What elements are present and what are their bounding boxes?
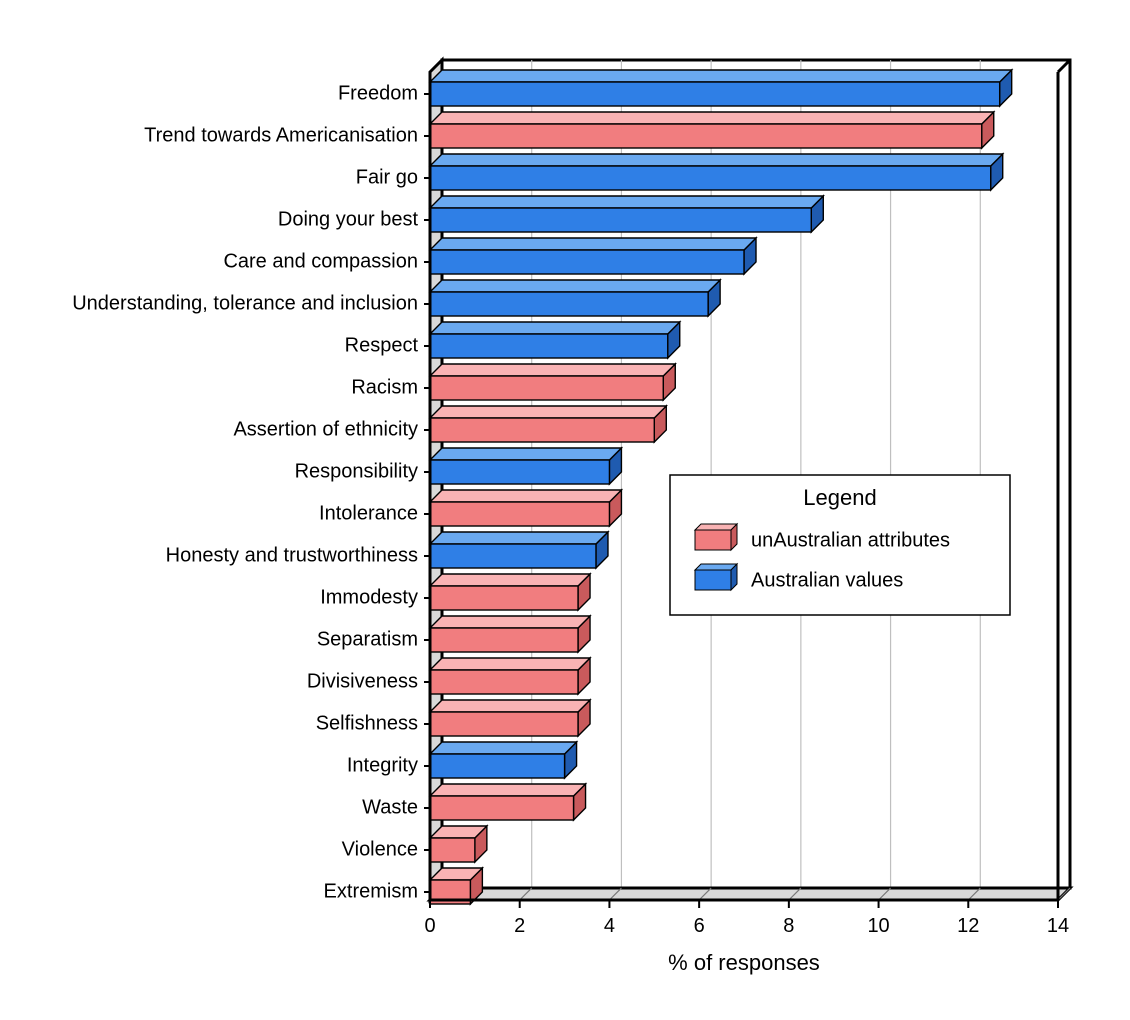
category-label: Extremism [324,880,418,902]
x-tick-label: 8 [783,915,794,937]
bar [430,532,608,568]
bar [430,70,1012,106]
x-tick-label: 2 [514,915,525,937]
bar [430,406,666,442]
legend-item-label: Australian values [751,569,903,591]
bar [430,280,720,316]
category-label: Responsibility [295,460,418,482]
category-label: Fair go [356,166,418,188]
bar [430,238,756,274]
category-label: Understanding, tolerance and inclusion [72,292,418,314]
x-tick-label: 10 [867,915,889,937]
category-label: Respect [345,334,419,356]
bar-chart-3d: Freedom Trend towards Americanisation Fair… [30,30,1100,990]
x-tick-label: 14 [1047,915,1069,937]
legend-item-label: unAustralian attributes [751,529,950,551]
bar [430,784,586,820]
category-label: Doing your best [278,208,419,230]
x-tick-label: 4 [604,915,615,937]
x-axis-title: % of responses [668,950,820,975]
x-tick-label: 12 [957,915,979,937]
bar [430,154,1003,190]
bar [430,112,994,148]
category-label: Selfishness [316,712,418,734]
legend-title: Legend [803,485,876,510]
x-tick-label: 0 [424,915,435,937]
category-label: Waste [362,796,418,818]
bar [430,616,590,652]
category-label: Violence [342,838,418,860]
bar [430,700,590,736]
category-label: Freedom [338,82,418,104]
bar [430,574,590,610]
category-label: Care and compassion [223,250,418,272]
category-label: Racism [351,376,418,398]
category-label: Honesty and trustworthiness [166,544,418,566]
bar [430,364,675,400]
bar [430,448,621,484]
x-tick-label: 6 [694,915,705,937]
bar [430,742,577,778]
category-label: Trend towards Americanisation [144,124,418,146]
bar [430,826,487,862]
category-label: Separatism [317,628,418,650]
category-label: Divisiveness [307,670,418,692]
bar [430,490,621,526]
bar [430,196,823,232]
legend: Legend unAustralian attributes Australian … [670,475,1010,615]
category-label: Integrity [347,754,418,776]
bar [430,658,590,694]
category-label: Assertion of ethnicity [233,418,418,440]
category-label: Intolerance [319,502,418,524]
bar [430,322,680,358]
category-label: Immodesty [320,586,418,608]
